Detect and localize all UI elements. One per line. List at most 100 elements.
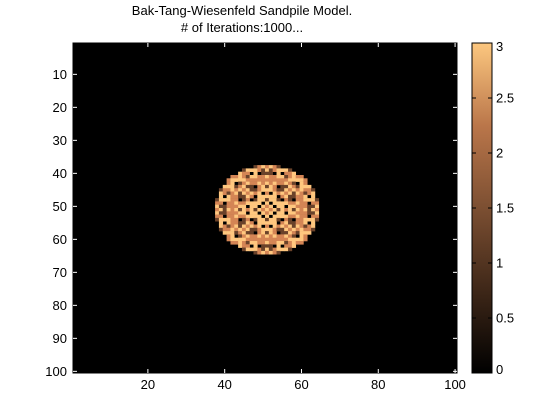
heatmap-cell (284, 208, 289, 212)
heatmap-cell (291, 188, 297, 192)
heatmap-cell (234, 175, 239, 179)
heatmap-cell (284, 224, 289, 229)
heatmap-cell (299, 237, 304, 242)
x-tick-label: 80 (371, 377, 385, 392)
heatmap-cell (218, 227, 224, 232)
heatmap-cell (303, 221, 308, 225)
heatmap-cell (299, 198, 304, 202)
heatmap-cell (245, 198, 250, 202)
heatmap-cell (253, 181, 258, 186)
heatmap-cell (241, 217, 247, 222)
heatmap-cell (222, 231, 227, 235)
heatmap-cell (299, 234, 304, 238)
heatmap-cell (268, 231, 273, 235)
y-tick-label: 20 (53, 100, 67, 115)
heatmap-cell (303, 184, 308, 189)
heatmap-cell (284, 237, 289, 242)
heatmap-cell (230, 191, 235, 196)
heatmap-cell (303, 181, 308, 186)
heatmap-cell (284, 214, 289, 219)
heatmap-cell (288, 237, 293, 242)
heatmap-cell (238, 208, 243, 212)
heatmap-cell (303, 178, 308, 182)
heatmap-cell (265, 184, 270, 189)
heatmap-cell (261, 247, 266, 252)
heatmap-cell (311, 214, 316, 219)
heatmap-cell (276, 191, 281, 196)
heatmap-cell (311, 217, 316, 222)
heatmap-cell (288, 188, 293, 192)
heatmap-cell (245, 224, 250, 229)
heatmap-cell (276, 171, 281, 176)
heatmap-cell (276, 188, 281, 192)
heatmap-cell (268, 198, 273, 202)
heatmap-cell (253, 227, 258, 232)
heatmap-cell (249, 214, 254, 219)
heatmap-cell (241, 191, 247, 196)
heatmap-cell (272, 168, 277, 172)
heatmap-cell (288, 217, 293, 222)
heatmap-cell (303, 237, 308, 242)
heatmap-cell (303, 214, 308, 219)
heatmap-cell (238, 237, 243, 242)
heatmap-cell (253, 188, 258, 192)
plot-frame (72, 42, 458, 374)
heatmap-cell (230, 201, 235, 205)
heatmap-cell (218, 208, 224, 212)
heatmap-cell (253, 208, 258, 212)
heatmap-cell (291, 194, 297, 199)
heatmap-cell (288, 171, 293, 176)
heatmap-cell (245, 247, 250, 252)
heatmap-cell (257, 184, 262, 189)
heatmap-cell (288, 211, 293, 215)
heatmap-cell (280, 181, 285, 186)
heatmap-cell (307, 188, 312, 192)
heatmap-cell (280, 234, 285, 238)
heatmap-cell (295, 227, 300, 232)
heatmap-cell (261, 250, 266, 255)
heatmap-cell (288, 191, 293, 196)
heatmap-cell (249, 237, 254, 242)
heatmap-cell (226, 217, 231, 222)
heatmap-cell (295, 201, 300, 205)
heatmap-cell (249, 191, 254, 196)
heatmap-cell (268, 184, 273, 189)
heatmap-cell (280, 194, 285, 199)
heatmap-cell (234, 224, 239, 229)
heatmap-cell (311, 224, 316, 229)
heatmap-cell (291, 191, 297, 196)
heatmap-cell (314, 208, 320, 212)
heatmap-cell (222, 217, 227, 222)
heatmap-cell (311, 211, 316, 215)
heatmap-cell (253, 234, 258, 238)
heatmap-cell (307, 224, 312, 229)
heatmap-cell (222, 211, 227, 215)
heatmap-cell (249, 227, 254, 232)
heatmap-cell (291, 175, 297, 179)
heatmap-cell (238, 227, 243, 232)
heatmap-cell (299, 178, 304, 182)
heatmap-cell (311, 204, 316, 209)
heatmap-cell (291, 224, 297, 229)
heatmap-cell (218, 188, 224, 192)
heatmap-cell (280, 241, 285, 245)
heatmap-cell (234, 198, 239, 202)
heatmap-cell (265, 244, 270, 248)
heatmap-cell (288, 241, 293, 245)
heatmap-cell (265, 208, 270, 212)
heatmap-cell (226, 234, 231, 238)
heatmap-cell (226, 198, 231, 202)
colorbar-tick-label: 2 (496, 146, 503, 161)
colorbar-ticks: 0 0.5 1 1.5 2 2.5 3 (472, 39, 514, 377)
heatmap-cell (265, 221, 270, 225)
heatmap-cell (307, 204, 312, 209)
heatmap-cell (295, 198, 300, 202)
chart-title: Bak-Tang-Wiesenfeld Sandpile Model. (132, 3, 352, 18)
heatmap-cell (230, 214, 235, 219)
heatmap-cell (295, 208, 300, 212)
y-tick-label: 30 (53, 133, 67, 148)
heatmap-cell (238, 188, 243, 192)
heatmap-cells (215, 165, 320, 255)
heatmap-cell (268, 227, 273, 232)
heatmap-cell (234, 214, 239, 219)
